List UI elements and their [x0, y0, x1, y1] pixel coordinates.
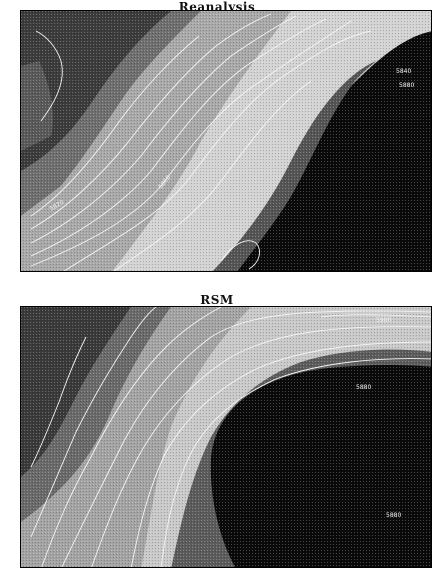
contour-label: 5880 [386, 512, 401, 519]
map-panel-rsm: 5880 5880 5900 [20, 306, 432, 568]
rsm-field: 5880 5880 5900 [21, 307, 431, 567]
contour-label: 5840 [396, 68, 411, 75]
contour-label-group: 5880 5880 5900 [356, 317, 401, 519]
contour-label: 5880 [399, 82, 414, 89]
dither-texture [21, 307, 431, 567]
contour-label: 5900 [376, 317, 391, 324]
contour-lines [30, 13, 372, 271]
contour-lines [30, 307, 431, 567]
panel-title-rsm: RSM [200, 293, 234, 307]
map-panel-reanalysis: 5840 5880 5860 5820 [20, 10, 432, 272]
reanalysis-field: 5840 5880 5860 5820 [21, 11, 431, 271]
dither-texture [21, 11, 431, 271]
contour-label: 5880 [356, 384, 371, 391]
